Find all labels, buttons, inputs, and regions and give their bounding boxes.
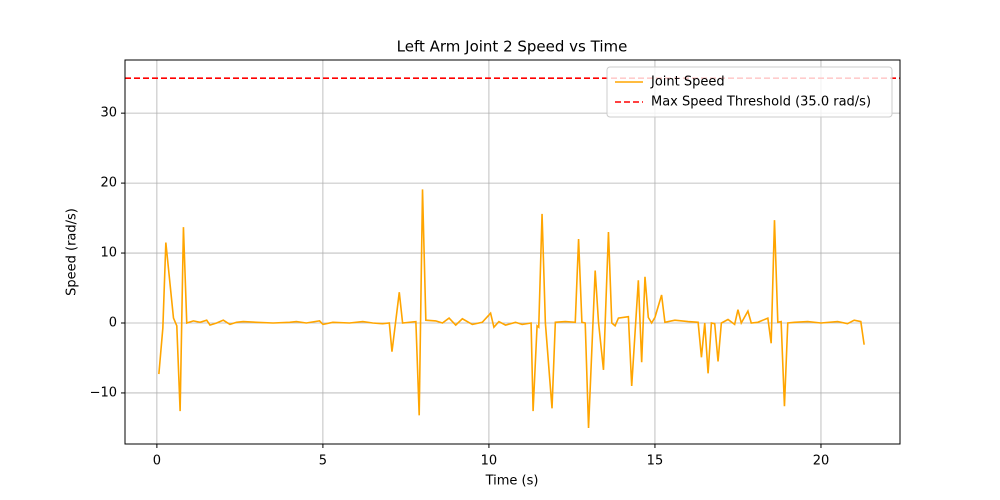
y-tick-label: 0	[109, 315, 117, 330]
legend-box	[606, 66, 893, 118]
legend-label: Joint Speed	[650, 75, 725, 90]
x-axis-label: Time (s)	[485, 474, 539, 489]
x-tick-label: 15	[647, 454, 664, 469]
y-tick-label: 10	[100, 246, 117, 261]
y-axis-label: Speed (rad/s)	[65, 208, 80, 296]
x-tick-label: 10	[481, 454, 498, 469]
y-tick-label: 20	[100, 176, 117, 191]
y-tick-label: 30	[100, 106, 117, 121]
legend-label: Max Speed Threshold (35.0 rad/s)	[651, 95, 871, 110]
plot-frame	[124, 59, 901, 445]
x-tick-label: 5	[319, 454, 327, 469]
chart-title: Left Arm Joint 2 Speed vs Time	[397, 38, 628, 56]
data-line	[158, 189, 865, 428]
x-tick-label: 20	[813, 454, 830, 469]
y-tick-label: −10	[90, 385, 117, 400]
x-tick-label: 0	[153, 454, 161, 469]
